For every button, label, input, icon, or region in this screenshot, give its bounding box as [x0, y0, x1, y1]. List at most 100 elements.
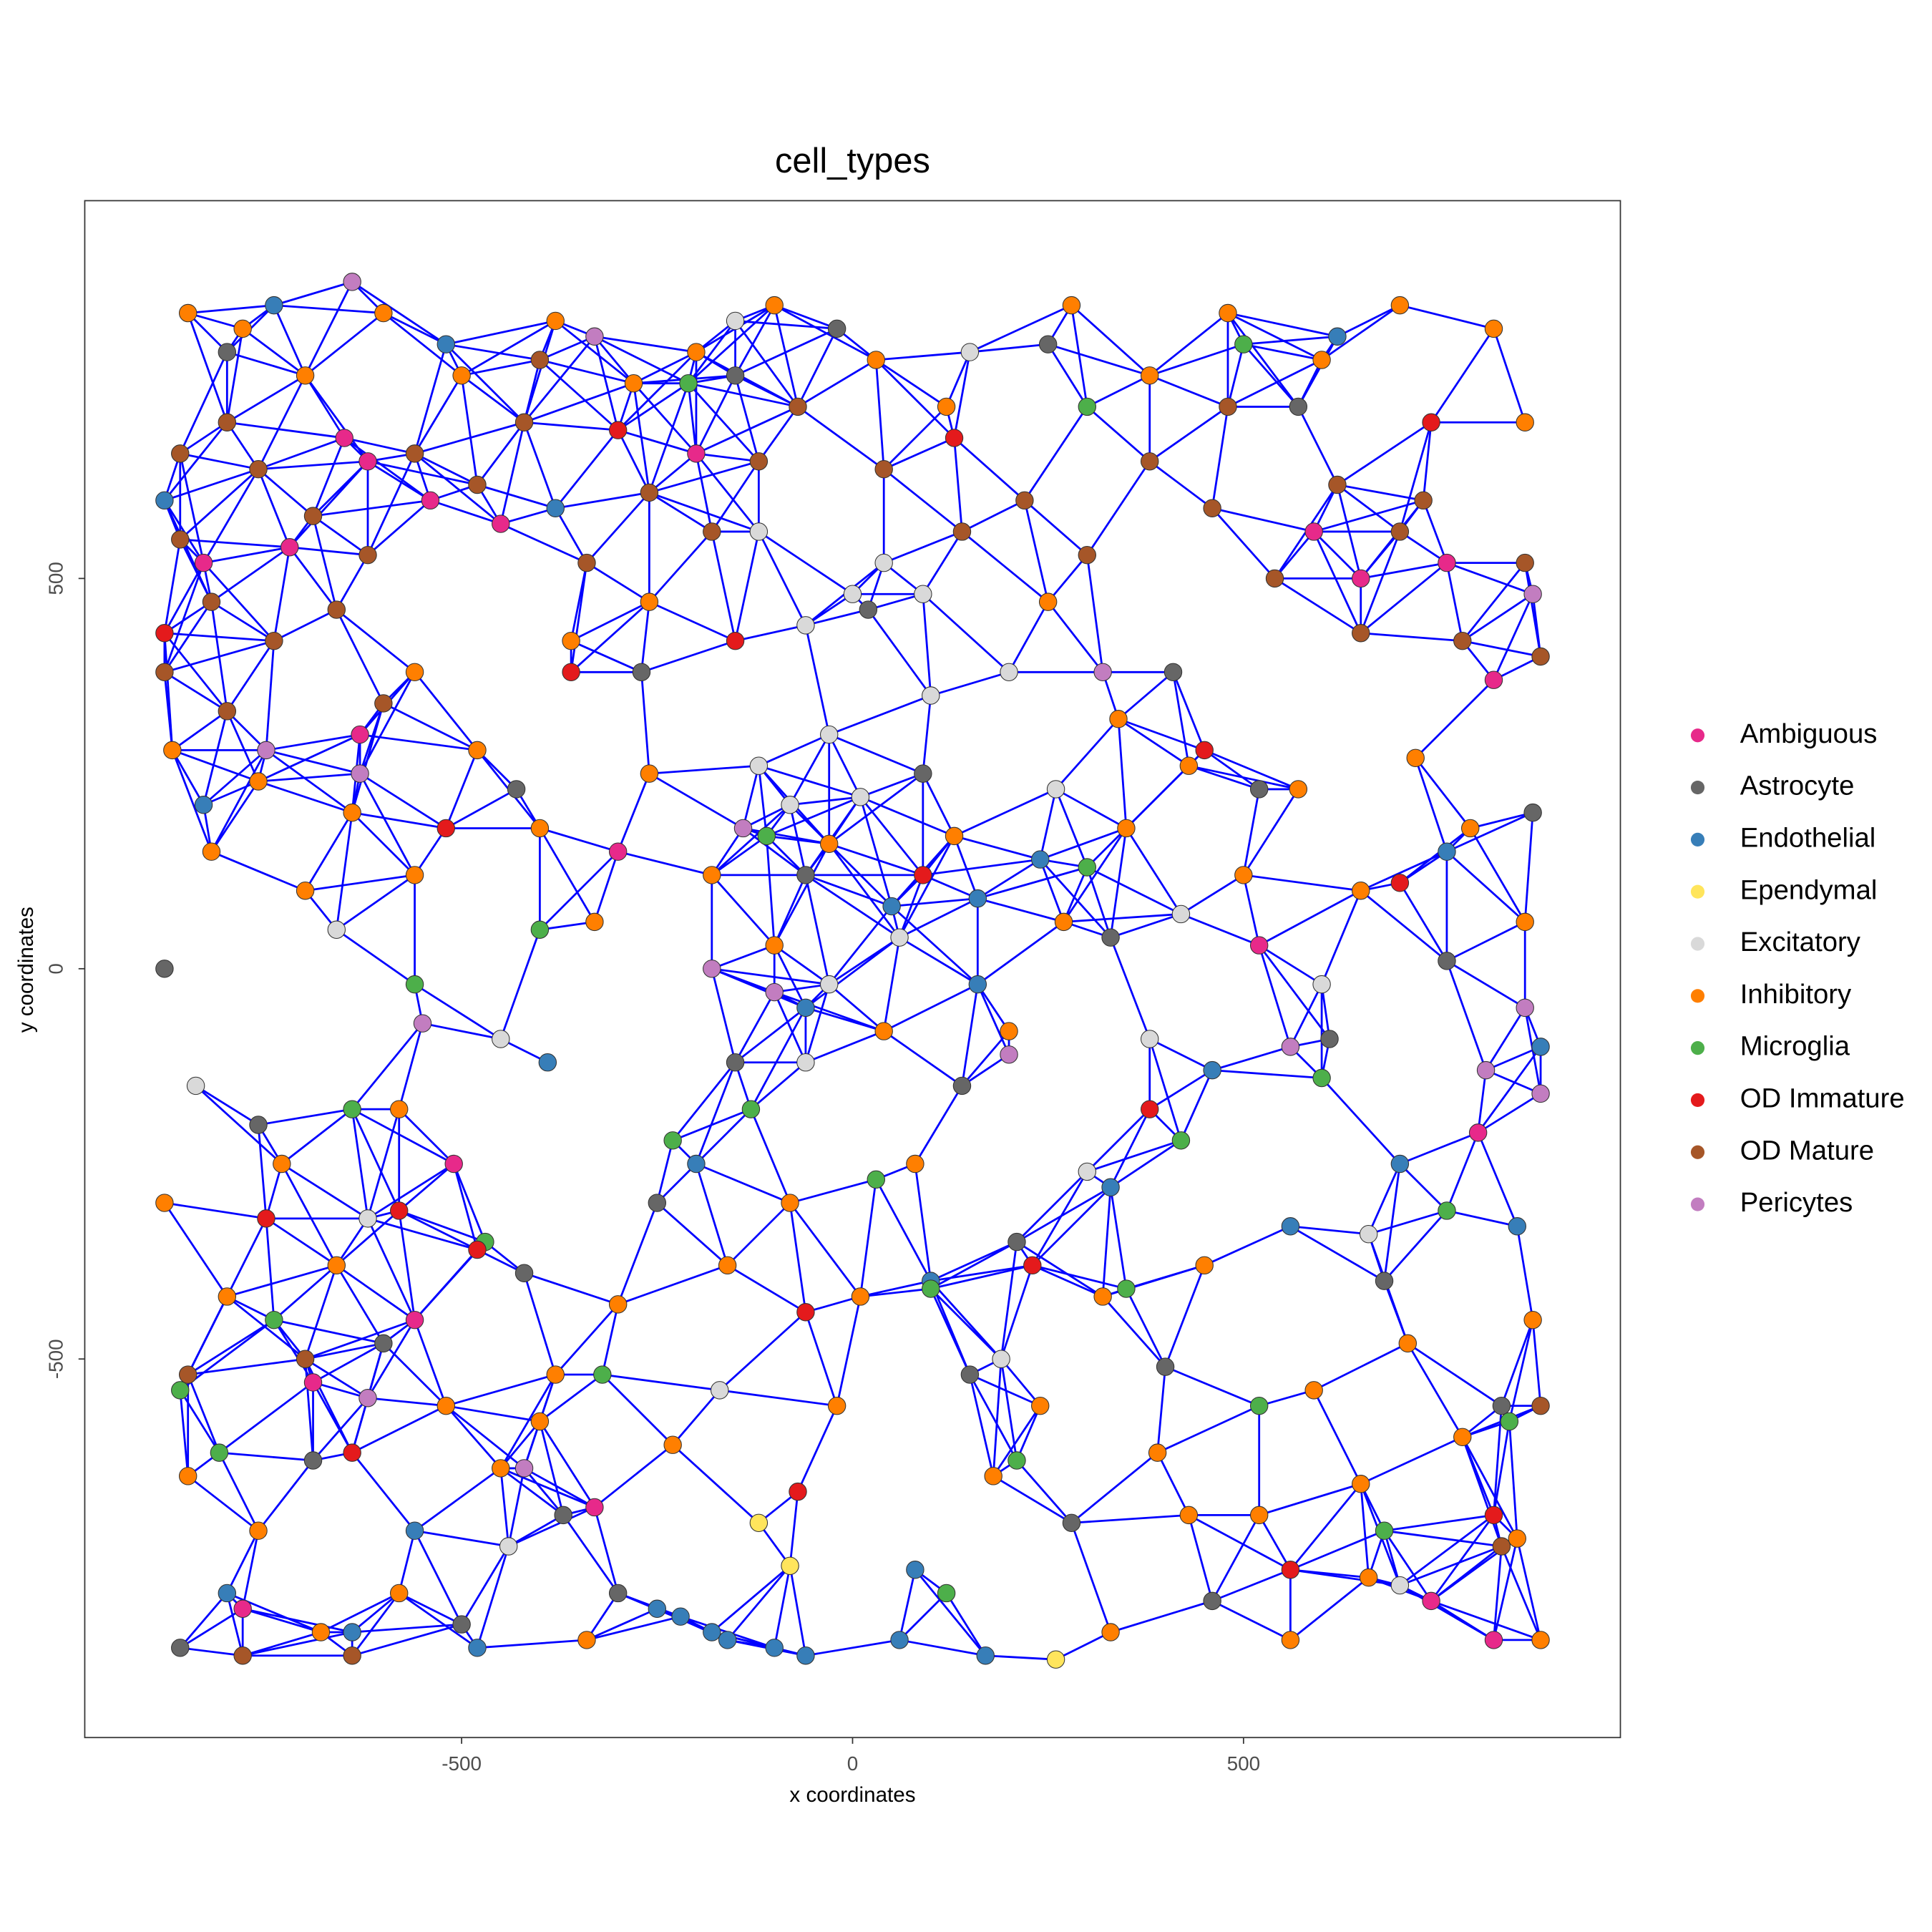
edge [1070, 1522, 1112, 1633]
edge [1320, 890, 1362, 985]
edge [179, 1390, 190, 1476]
edge [1211, 1045, 1291, 1071]
cell-point [562, 663, 580, 682]
cell-point [914, 585, 932, 603]
edge [1289, 1225, 1385, 1282]
edge [773, 843, 830, 946]
edge [351, 1405, 447, 1454]
edge [1039, 789, 1057, 860]
edge [1086, 866, 1182, 915]
legend-marker [1690, 1041, 1705, 1055]
edge [179, 453, 205, 563]
edge [1462, 640, 1541, 658]
edge [257, 1124, 268, 1219]
edge [1125, 827, 1182, 915]
cell-point [1234, 335, 1253, 353]
edge [351, 1108, 454, 1165]
edge [1110, 913, 1181, 939]
edge [1289, 1483, 1362, 1571]
cell-point [796, 1053, 815, 1072]
edge [163, 562, 205, 673]
edge [1259, 889, 1362, 947]
cell-point [711, 1381, 729, 1400]
cell-point [405, 1521, 424, 1540]
cell-point [327, 600, 346, 619]
edge [273, 1319, 384, 1345]
edge [1469, 827, 1526, 923]
edge [585, 1592, 619, 1641]
edge [265, 749, 361, 775]
edge [1259, 1389, 1314, 1407]
edge [898, 835, 955, 938]
edge [1055, 788, 1127, 829]
cell-point [671, 1607, 690, 1626]
edge [1070, 1452, 1158, 1524]
edge [1243, 874, 1361, 892]
edge [336, 608, 416, 673]
edge [500, 1467, 595, 1508]
edge [312, 1342, 384, 1384]
cell-point [1312, 351, 1331, 369]
legend-marker [1690, 937, 1705, 951]
legend-marker [1690, 780, 1705, 795]
edge [304, 312, 384, 376]
edge [1274, 531, 1315, 580]
edge [242, 1607, 321, 1634]
cell-point [577, 553, 596, 572]
edge [1516, 1226, 1534, 1320]
cell-point [1461, 819, 1480, 838]
edge [499, 1420, 541, 1469]
cell-point [1352, 624, 1370, 643]
edge [304, 374, 369, 462]
cell-point [1484, 670, 1503, 689]
cell-point [1289, 397, 1308, 416]
cell-point [343, 1443, 361, 1462]
edge [945, 351, 971, 407]
edge [874, 359, 885, 469]
edge [640, 601, 650, 673]
cell-point [679, 374, 698, 393]
edge [1445, 1132, 1479, 1211]
cell-point [405, 975, 424, 994]
edge [289, 546, 369, 557]
edge [875, 1179, 932, 1282]
cell-point [374, 694, 393, 713]
cell-point [1101, 1178, 1120, 1196]
edge [804, 984, 831, 1063]
edge [1290, 1568, 1369, 1579]
cell-point [436, 335, 455, 353]
cell-point [1516, 413, 1534, 431]
edge [930, 1264, 1033, 1282]
cell-point [249, 459, 268, 479]
edge [914, 1163, 932, 1282]
x-tick-label: 0 [847, 1752, 859, 1775]
edge [179, 1390, 220, 1453]
edge [1164, 1264, 1206, 1367]
edge [1242, 789, 1299, 876]
cell-point [194, 796, 213, 814]
edge [773, 945, 807, 1008]
cell-point [311, 1623, 331, 1641]
cell-point [1203, 1060, 1221, 1080]
edge [367, 1217, 478, 1251]
edge [930, 670, 1010, 697]
edge [1189, 764, 1299, 791]
edge [711, 827, 744, 876]
cell-point [1531, 647, 1550, 666]
edge [226, 640, 275, 712]
edge [1148, 1038, 1182, 1141]
cell-point [546, 311, 565, 331]
cell-point [514, 1264, 534, 1282]
cell-point [726, 366, 745, 385]
cell-point [1000, 1022, 1018, 1040]
edge [945, 1592, 987, 1657]
cell-point [218, 343, 237, 361]
legend-marker [1690, 884, 1705, 899]
edge [351, 811, 416, 876]
cell-point [648, 1599, 667, 1618]
edge [1227, 312, 1338, 338]
edge [750, 1007, 807, 1110]
edge [351, 1108, 400, 1211]
cell-point [1390, 1576, 1410, 1595]
edge [445, 1373, 556, 1407]
